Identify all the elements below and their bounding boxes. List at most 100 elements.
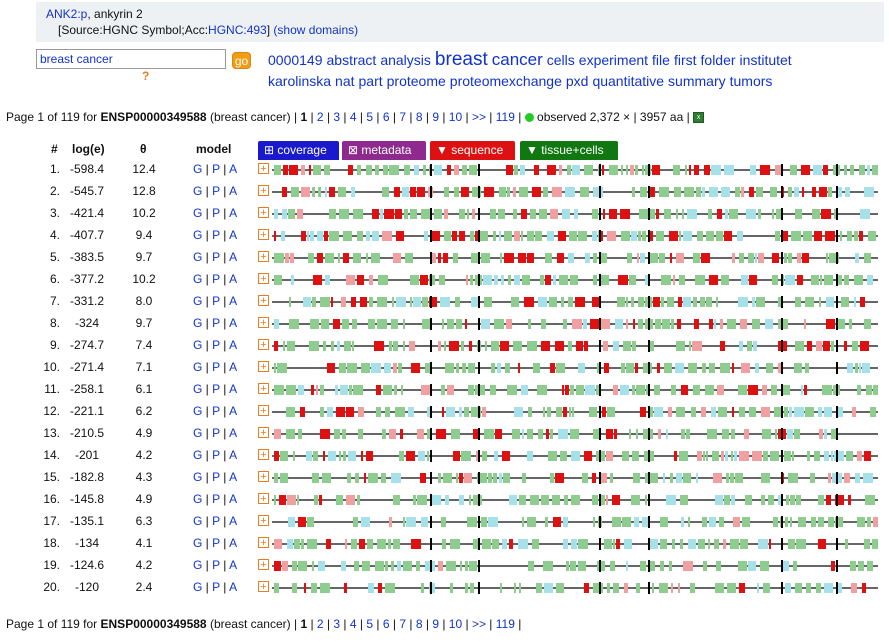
model-link-a[interactable]: A	[229, 558, 238, 572]
model-link-g[interactable]: G	[193, 470, 203, 484]
expand-row-icon[interactable]: +	[258, 537, 269, 549]
page-link[interactable]: >>	[471, 617, 486, 631]
expand-row-icon[interactable]: +	[258, 229, 269, 241]
model-link-a[interactable]: A	[229, 272, 238, 286]
page-link[interactable]: >>	[471, 110, 486, 124]
model-link-p[interactable]: P	[212, 338, 220, 352]
model-link-p[interactable]: P	[212, 316, 220, 330]
coverage-track[interactable]	[272, 382, 878, 398]
model-link-p[interactable]: P	[212, 580, 220, 594]
model-link-p[interactable]: P	[212, 206, 220, 220]
expand-row-icon[interactable]: +	[258, 471, 269, 483]
search-input[interactable]	[36, 49, 226, 69]
keyword-link[interactable]: summary	[668, 73, 726, 89]
model-link-a[interactable]: A	[229, 360, 238, 374]
page-link[interactable]: 4	[349, 617, 357, 631]
tab-tissue-cells[interactable]: ▼ tissue+cells	[520, 141, 618, 160]
model-link-p[interactable]: P	[212, 360, 220, 374]
model-link-g[interactable]: G	[193, 184, 203, 198]
keyword-link[interactable]: first	[673, 52, 697, 68]
coverage-track[interactable]	[272, 184, 878, 200]
coverage-track[interactable]	[272, 448, 878, 464]
expand-row-icon[interactable]: +	[258, 493, 269, 505]
page-link[interactable]: 10	[448, 617, 463, 631]
tab-metadata[interactable]: ⊠ metadata	[342, 141, 426, 160]
model-link-a[interactable]: A	[229, 250, 238, 264]
expand-row-icon[interactable]: +	[258, 295, 269, 307]
coverage-track[interactable]	[272, 492, 878, 508]
model-link-g[interactable]: G	[193, 338, 203, 352]
model-link-p[interactable]: P	[212, 294, 220, 308]
model-link-p[interactable]: P	[212, 470, 220, 484]
expand-row-icon[interactable]: +	[258, 361, 269, 373]
model-link-g[interactable]: G	[193, 316, 203, 330]
expand-row-icon[interactable]: +	[258, 185, 269, 197]
coverage-track[interactable]	[272, 338, 878, 354]
page-link[interactable]: 119	[495, 617, 515, 631]
model-link-a[interactable]: A	[229, 514, 238, 528]
page-link[interactable]: 8	[415, 110, 423, 124]
page-link[interactable]: 7	[399, 110, 407, 124]
expand-row-icon[interactable]: +	[258, 405, 269, 417]
model-link-p[interactable]: P	[212, 514, 220, 528]
keyword-link[interactable]: nat	[335, 73, 355, 89]
model-link-a[interactable]: A	[229, 448, 238, 462]
model-link-g[interactable]: G	[193, 360, 203, 374]
model-link-p[interactable]: P	[212, 382, 220, 396]
model-link-g[interactable]: G	[193, 272, 203, 286]
page-link[interactable]: 3	[333, 110, 341, 124]
coverage-track[interactable]	[272, 272, 878, 288]
model-link-p[interactable]: P	[212, 272, 220, 286]
model-link-g[interactable]: G	[193, 448, 203, 462]
coverage-track[interactable]	[272, 470, 878, 486]
keyword-link[interactable]: file	[652, 52, 670, 68]
keyword-link[interactable]: breast	[434, 49, 488, 70]
model-link-g[interactable]: G	[193, 162, 203, 176]
page-link[interactable]: 6	[382, 110, 390, 124]
expand-row-icon[interactable]: +	[258, 317, 269, 329]
keyword-link[interactable]: pxd	[565, 73, 589, 89]
coverage-track[interactable]	[272, 580, 878, 596]
model-link-p[interactable]: P	[212, 492, 220, 506]
expand-row-icon[interactable]: +	[258, 581, 269, 593]
model-link-g[interactable]: G	[193, 250, 203, 264]
page-link[interactable]: 5	[366, 617, 374, 631]
tab-sequence[interactable]: ▼ sequence	[430, 141, 515, 160]
coverage-track[interactable]	[272, 250, 878, 266]
model-link-p[interactable]: P	[212, 162, 220, 176]
model-link-p[interactable]: P	[212, 448, 220, 462]
page-link[interactable]: 7	[399, 617, 407, 631]
model-link-g[interactable]: G	[193, 206, 203, 220]
help-icon[interactable]: ?	[142, 69, 150, 83]
model-link-a[interactable]: A	[229, 470, 238, 484]
expand-row-icon[interactable]: +	[258, 339, 269, 351]
coverage-track[interactable]	[272, 294, 878, 310]
expand-row-icon[interactable]: +	[258, 427, 269, 439]
model-link-g[interactable]: G	[193, 492, 203, 506]
expand-row-icon[interactable]: +	[258, 207, 269, 219]
model-link-a[interactable]: A	[229, 338, 238, 352]
page-link[interactable]: 119	[495, 110, 515, 124]
hgnc-accession-link[interactable]: HGNC:493	[208, 23, 267, 37]
keyword-link[interactable]: analysis	[380, 52, 431, 68]
keyword-link[interactable]: cancer	[491, 50, 543, 69]
model-link-p[interactable]: P	[212, 536, 220, 550]
model-link-a[interactable]: A	[229, 404, 238, 418]
model-link-a[interactable]: A	[229, 580, 238, 594]
page-link[interactable]: 10	[448, 110, 463, 124]
coverage-track[interactable]	[272, 360, 878, 376]
page-link[interactable]: 9	[432, 617, 439, 631]
coverage-track[interactable]	[272, 514, 878, 530]
model-link-p[interactable]: P	[212, 228, 220, 242]
coverage-track[interactable]	[272, 316, 878, 332]
keyword-link[interactable]: proteome	[386, 73, 446, 89]
model-link-a[interactable]: A	[229, 206, 238, 220]
model-link-a[interactable]: A	[229, 184, 238, 198]
model-link-p[interactable]: P	[212, 558, 220, 572]
keyword-link[interactable]: 0000149	[268, 52, 323, 68]
model-link-a[interactable]: A	[229, 316, 238, 330]
model-link-p[interactable]: P	[212, 184, 220, 198]
model-link-g[interactable]: G	[193, 580, 203, 594]
model-link-g[interactable]: G	[193, 382, 203, 396]
page-link[interactable]: 2	[316, 110, 324, 124]
